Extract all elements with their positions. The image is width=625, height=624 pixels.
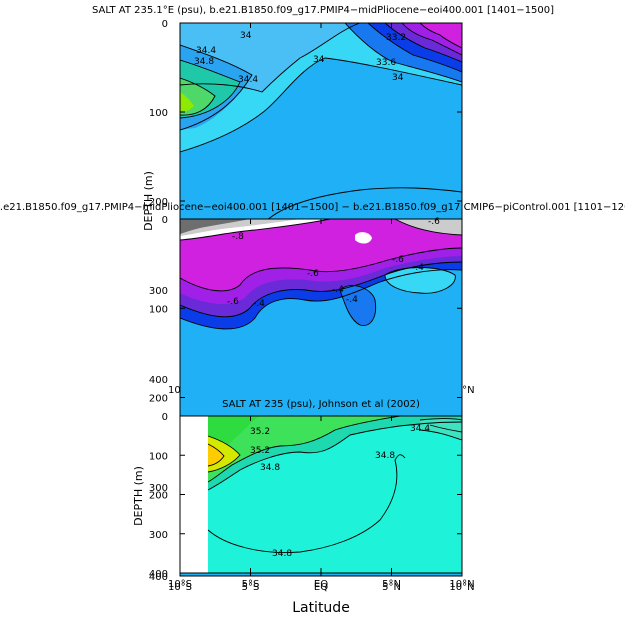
- y-tick-label: 100: [149, 108, 168, 119]
- x-tick-label: EQ: [314, 579, 328, 590]
- contour-label: -.4: [332, 285, 344, 295]
- contour-label: 34: [392, 73, 404, 83]
- y-tick-label: 400: [149, 375, 168, 386]
- contour-label: 33.6: [376, 58, 396, 68]
- contour-label: 34.8: [260, 463, 280, 473]
- y-tick-label: 300: [149, 286, 168, 297]
- panel-2-title: b.e21.B1850.f09_g17.PMIP4−midPliocene−eo…: [0, 202, 625, 213]
- panel-3-contour-labels: 35.2 35.2 34.8 34.4 34.8 34.8: [250, 424, 430, 559]
- x-axis-label: Latitude: [292, 600, 350, 616]
- x-tick-label: EQ: [314, 582, 328, 593]
- panel-1-contour-labels: 34 34.4 34.8 34.4 34 33.6 34 33.2: [194, 31, 406, 85]
- y-tick-label: 200: [149, 491, 168, 502]
- panel-3-contour-lines: [207, 416, 462, 553]
- y-tick-label: 200: [149, 197, 168, 208]
- contour-label: -.8: [232, 232, 244, 242]
- contour-label: -.4: [253, 299, 265, 309]
- panel-3: SALT AT 235 (psu), Johnson et al (2002) …: [132, 399, 475, 616]
- panel-3-title: SALT AT 235 (psu), Johnson et al (2002): [222, 399, 420, 410]
- contour-label: -.6: [428, 217, 440, 227]
- y-tick-label: 300: [149, 483, 168, 494]
- contour-label: 34: [240, 31, 252, 41]
- y-tick-label: 100: [149, 304, 168, 315]
- contour-label: 34.4: [410, 424, 430, 434]
- y-tick-label: 400: [149, 569, 168, 580]
- y-tick-label: 0: [162, 215, 168, 226]
- contour-label: -.6: [227, 297, 239, 307]
- panel-1-title: SALT AT 235.1°E (psu), b.e21.B1850.f09_g…: [92, 5, 554, 16]
- x-tick-label: 10°N: [449, 579, 474, 590]
- y-tick-label: 200: [149, 394, 168, 405]
- x-tick-label: 5°N: [382, 582, 401, 593]
- contour-label: 34.8: [375, 451, 395, 461]
- panel-3-contour-fill: [180, 416, 462, 573]
- contour-label: 34: [313, 55, 325, 65]
- x-tick-label: 10°S: [168, 579, 192, 590]
- x-tick-label: 10°S: [168, 582, 192, 593]
- y-tick-label: 0: [162, 19, 168, 30]
- contour-label: 34.4: [238, 75, 258, 85]
- panel-2-contour-lines: [180, 219, 462, 330]
- contour-label: -.6: [392, 255, 404, 265]
- contour-label: 33.2: [386, 33, 406, 43]
- x-tick-label: 5°N: [382, 579, 401, 590]
- y-tick-label: 100: [149, 451, 168, 462]
- contour-label: -.4: [346, 295, 358, 305]
- contour-label: -.4: [412, 263, 424, 273]
- panel-2-contour-labels: -.8 -.6 -.6 -.6 -.4 -.4 -.4 -.4 -.6: [227, 217, 440, 309]
- contour-label: 34.8: [272, 549, 292, 559]
- contour-label: 34.4: [196, 46, 216, 56]
- contour-label: 35.2: [250, 427, 270, 437]
- x-tick-label: 5°S: [242, 579, 260, 590]
- contour-label: 34.8: [194, 57, 214, 67]
- x-tick-label: 10°N: [449, 582, 474, 593]
- y-tick-label: 400: [149, 572, 168, 583]
- x-tick-label: 5°S: [242, 582, 260, 593]
- panel-3-ylabel: DEPTH (m): [132, 466, 145, 526]
- y-tick-label: 300: [149, 530, 168, 541]
- contour-label: 35.2: [250, 446, 270, 456]
- panel-1-ylabel: DEPTH (m): [142, 171, 155, 231]
- contour-label: -.6: [307, 269, 319, 279]
- y-tick-label: 0: [162, 412, 168, 423]
